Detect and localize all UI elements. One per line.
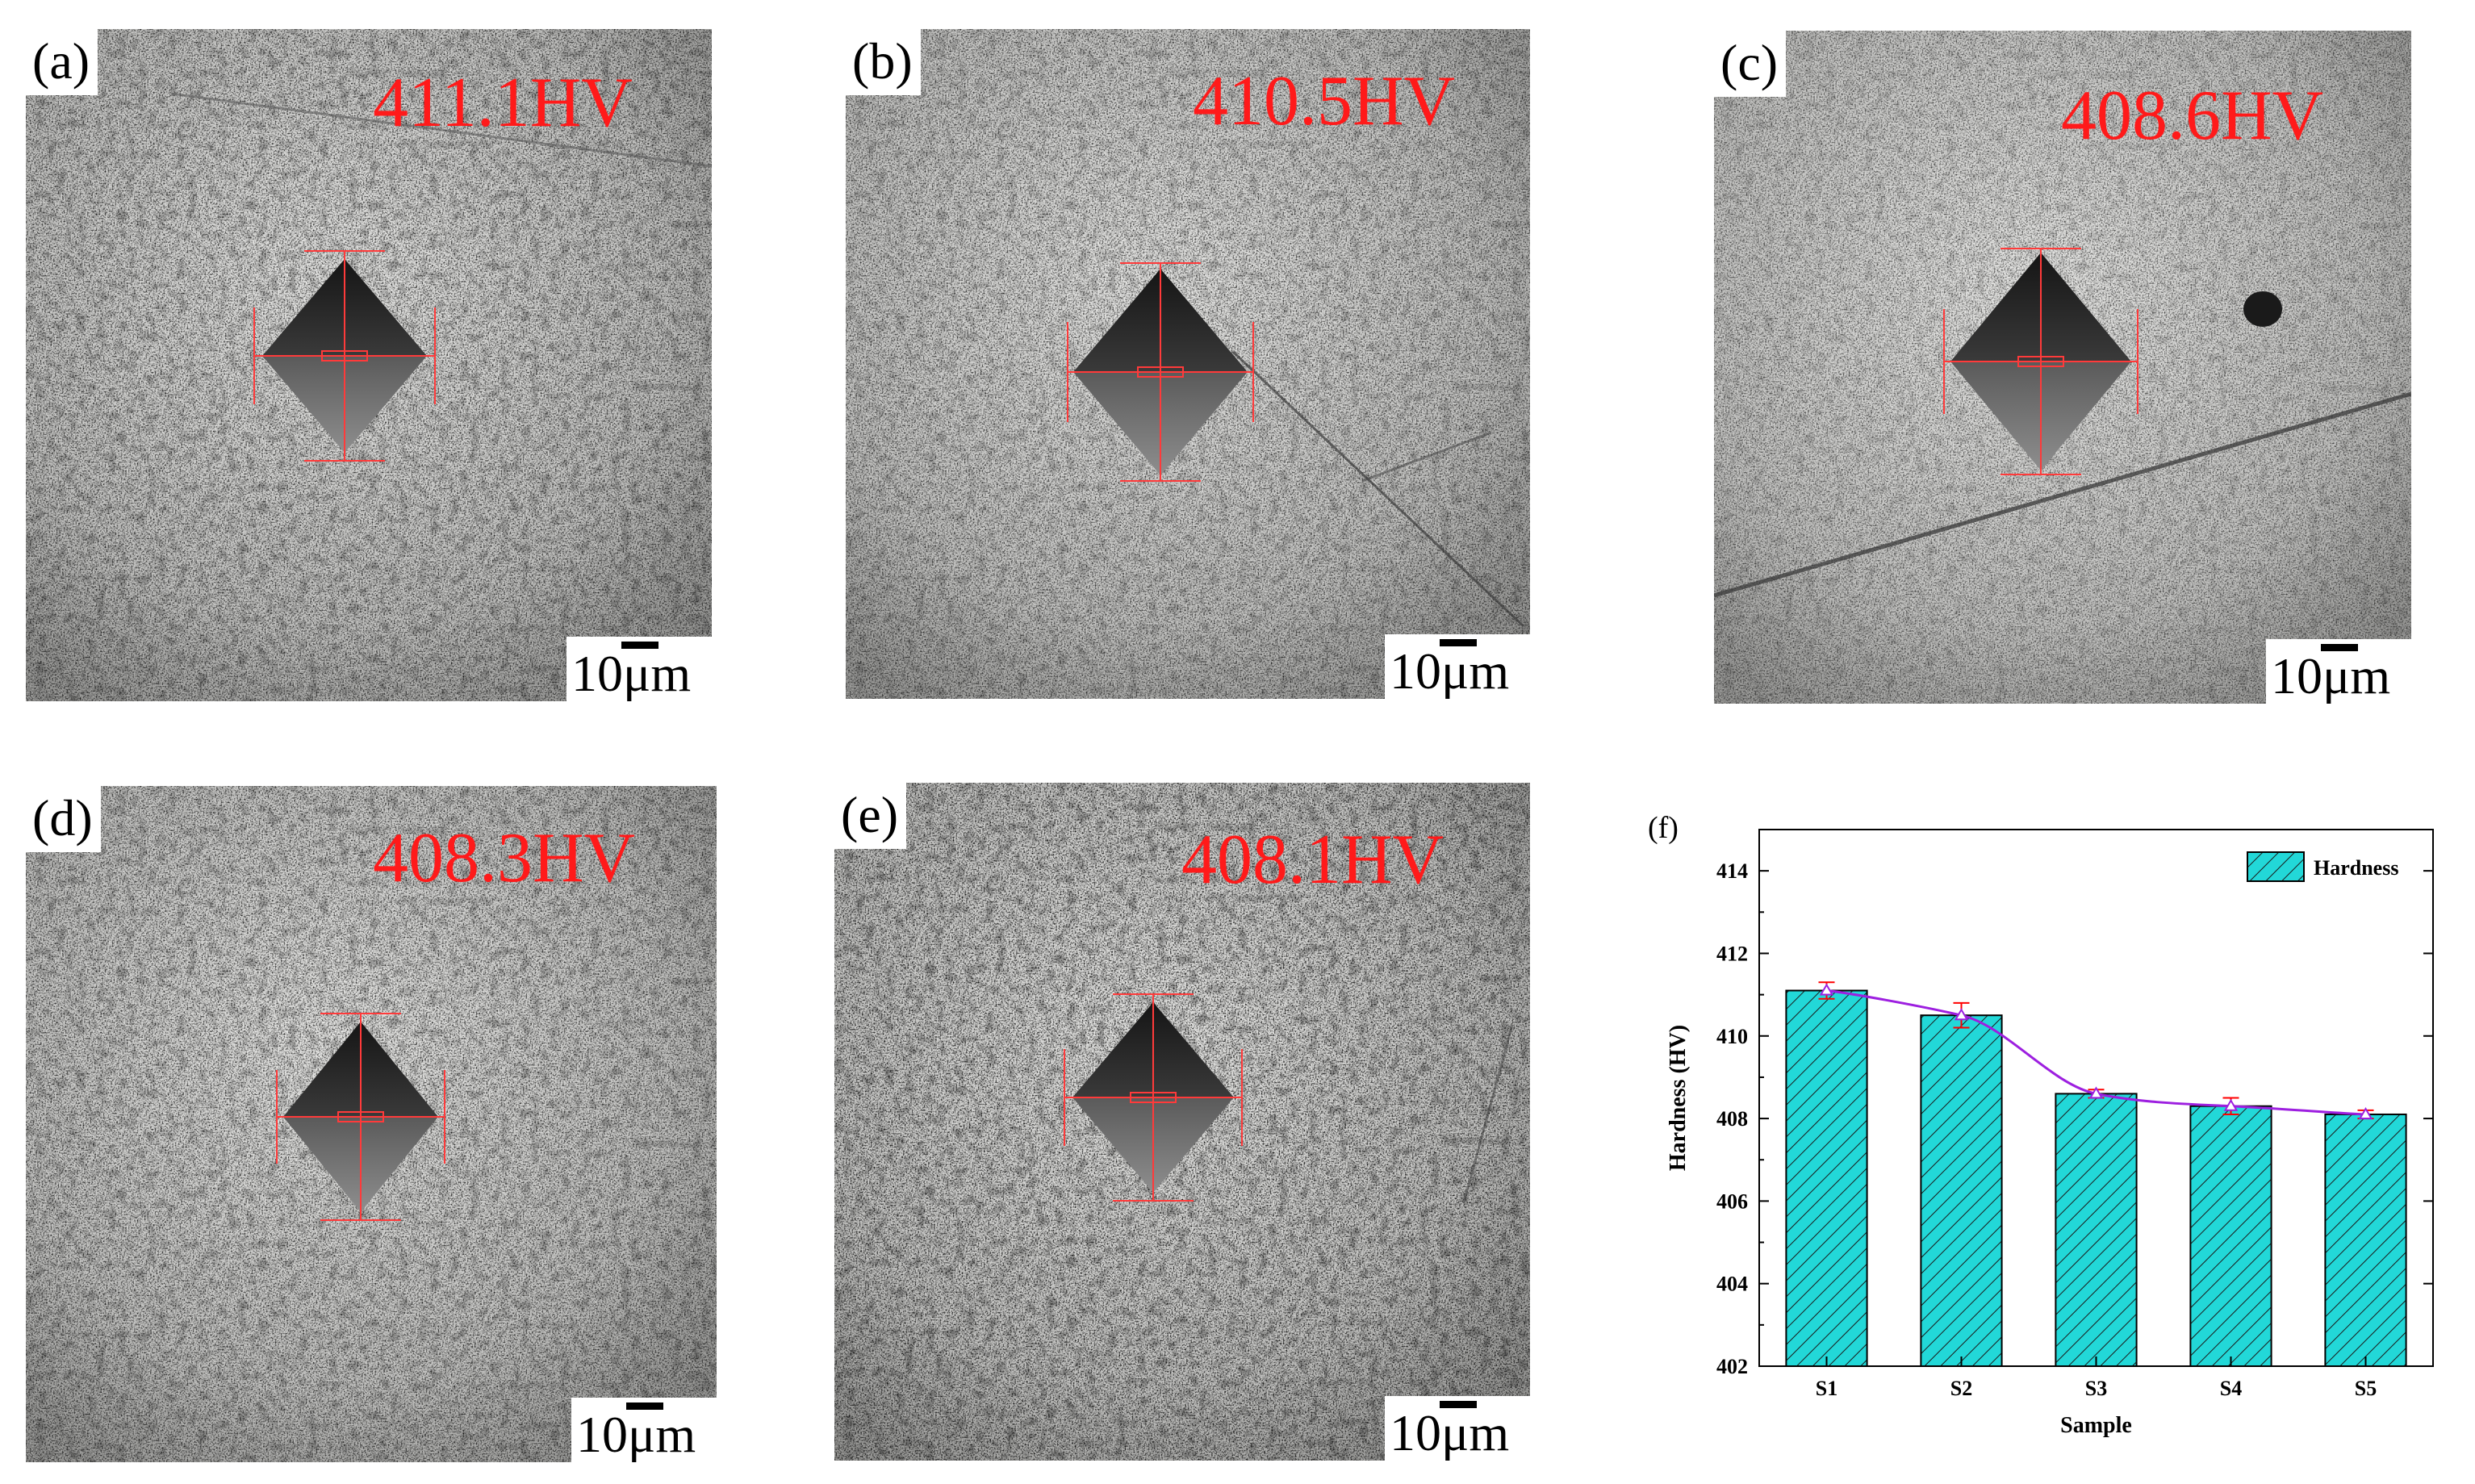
indentation-mark — [1943, 248, 2138, 475]
indentation-mark — [253, 250, 436, 462]
y-axis-label: Hardness (HV) — [1666, 1025, 1691, 1171]
x-tick-label: S5 — [2355, 1377, 2377, 1400]
indentation-mark — [276, 1013, 445, 1221]
x-axis-label: Sample — [2060, 1413, 2132, 1438]
scale-value: 10 — [2271, 647, 2322, 704]
micrograph-image — [834, 783, 1530, 1461]
scale-value: 10 — [571, 645, 623, 701]
data-marker — [2088, 1086, 2104, 1099]
micrograph-panel-b: (b) 410.5HV 10μm — [846, 29, 1530, 699]
scale-bar: 10μm — [2266, 639, 2411, 704]
data-marker — [2358, 1106, 2373, 1119]
scale-value: 10 — [1390, 642, 1441, 699]
panel-letter: (e) — [834, 783, 907, 849]
bar-s3 — [2055, 1093, 2138, 1367]
scale-bar: 10μm — [571, 1398, 717, 1462]
legend-label: Hardness — [2314, 856, 2398, 880]
hardness-chart-panel: (f) 402 404 406 408 410 412 414 S1 S2 S3 S4 S5 Sampl… — [1638, 789, 2461, 1475]
indentation-mark — [1064, 993, 1243, 1202]
x-tick-label: S3 — [2085, 1377, 2107, 1400]
panel-letter: (b) — [846, 29, 921, 95]
y-tick-label: 414 — [1716, 859, 1748, 883]
bar-s5 — [2324, 1113, 2407, 1367]
panel-letter: (a) — [26, 29, 98, 95]
x-tick-label: S2 — [1950, 1377, 1972, 1400]
hardness-label: 408.6HV — [2061, 77, 2324, 155]
micrograph-image — [846, 29, 1530, 699]
x-tick-label: S1 — [1816, 1377, 1837, 1400]
y-tick-label: 402 — [1716, 1355, 1748, 1378]
y-tick-label: 410 — [1716, 1025, 1748, 1048]
scale-bar: 10μm — [1385, 1396, 1530, 1461]
trend-line — [1826, 989, 2366, 1116]
scale-value: 10 — [1390, 1404, 1441, 1461]
micrograph-panel-d: (d) 408.3HV 10μm — [26, 786, 717, 1462]
bar-s2 — [1920, 1014, 2003, 1367]
bar-s1 — [1785, 989, 1868, 1367]
scale-bar-line — [621, 642, 658, 649]
hardness-label: 408.1HV — [1181, 821, 1444, 899]
scale-unit: μm — [2322, 647, 2391, 704]
y-tick-label: 408 — [1716, 1107, 1748, 1131]
scale-bar: 10μm — [1385, 634, 1530, 699]
indentation-mark — [1067, 262, 1254, 482]
micrograph-panel-c: (c) 408.6HV 10μm — [1714, 31, 2411, 704]
hardness-bar-chart: (f) 402 404 406 408 410 412 414 S1 S2 S3 S4 S5 Sampl… — [1648, 811, 2434, 1438]
x-tick-label: S4 — [2220, 1377, 2242, 1400]
hardness-label: 411.1HV — [373, 64, 633, 142]
panel-letter: (d) — [26, 786, 101, 852]
data-marker — [1819, 983, 1834, 996]
y-tick-label: 404 — [1716, 1273, 1748, 1296]
hardness-label: 410.5HV — [1193, 62, 1456, 140]
scale-bar-line — [1440, 1401, 1477, 1408]
micrograph-panel-a: (a) 411.1HV 10μm — [26, 29, 712, 701]
micrograph-image — [26, 786, 717, 1462]
micrograph-image — [1714, 31, 2411, 704]
panel-letter: (c) — [1714, 31, 1787, 97]
scale-bar-line — [626, 1402, 663, 1410]
y-tick-label: 412 — [1716, 942, 1748, 965]
hardness-label: 408.3HV — [373, 819, 636, 897]
data-marker — [1954, 1008, 1969, 1021]
bar-s4 — [2189, 1105, 2272, 1367]
micrograph-panel-e: (e) 408.1HV 10μm — [834, 783, 1530, 1461]
legend-swatch — [2247, 851, 2305, 882]
scale-bar-line — [2321, 644, 2358, 651]
chart-panel-letter: (f) — [1648, 811, 1679, 845]
scale-bar-line — [1440, 639, 1477, 646]
micrograph-image — [26, 29, 712, 701]
scale-value: 10 — [576, 1406, 628, 1462]
scale-bar: 10μm — [566, 637, 712, 701]
y-tick-label: 406 — [1716, 1189, 1748, 1213]
scale-unit: μm — [623, 645, 692, 701]
scale-unit: μm — [628, 1406, 696, 1462]
scale-unit: μm — [1441, 1404, 1510, 1461]
data-marker — [2223, 1098, 2239, 1111]
scale-unit: μm — [1441, 642, 1510, 699]
